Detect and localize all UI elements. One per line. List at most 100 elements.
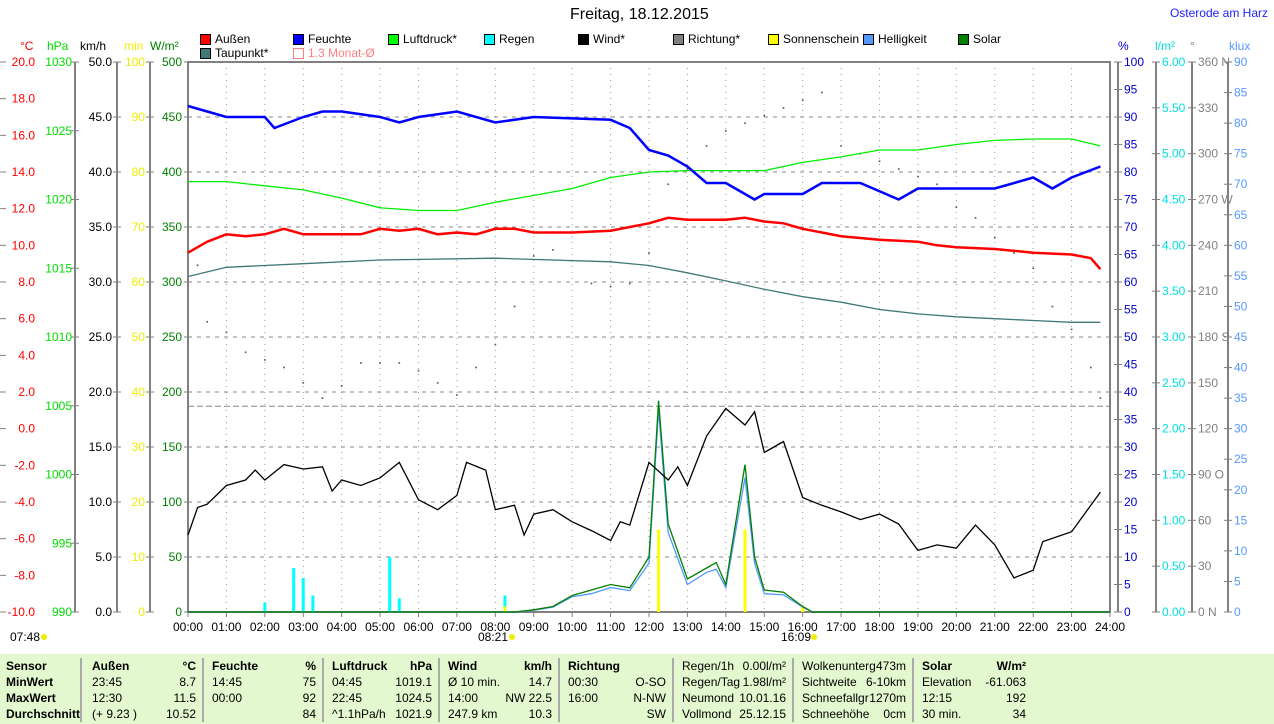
sun-icon	[509, 634, 515, 640]
wind-line	[187, 407, 1101, 579]
legend-item: Außen	[200, 32, 250, 46]
axis-unit-label: klux	[1229, 39, 1250, 53]
direction-point	[936, 183, 939, 186]
axis-tick-label: 18.0	[12, 92, 36, 106]
direction-point	[302, 381, 305, 384]
axis-tick-label: 1000	[45, 468, 72, 482]
axis-tick-label: 360 N	[1198, 55, 1230, 69]
axis-tick-label: 40	[1124, 385, 1138, 399]
axis-tick-label: 250	[162, 330, 182, 344]
legend-item: Taupunkt*	[200, 46, 268, 60]
direction-point	[724, 129, 727, 132]
axis-tick-label: 5.0	[95, 550, 112, 564]
axis-tick-label: 55	[1234, 269, 1248, 283]
legend-swatch	[293, 33, 304, 45]
direction-point	[705, 145, 708, 148]
legend-label: Außen	[215, 32, 251, 46]
axis-tick-label: 1010	[45, 330, 72, 344]
axis-tick-label: 1015	[45, 261, 72, 275]
axis-tick-label: 80	[1124, 165, 1138, 179]
axis-unit-label: hPa	[47, 39, 69, 53]
cell-value: 14.7	[528, 675, 552, 689]
x-tick-label: 18:00	[864, 620, 894, 634]
table-row: Wolkenunterg 473m	[796, 658, 912, 674]
sonnenschein-bar	[801, 606, 805, 612]
x-tick-label: 10:00	[557, 620, 587, 634]
axis-tick-label: 25	[1124, 468, 1138, 482]
table-row: 247.9 km 10.3	[442, 706, 558, 722]
x-tick-label: 06:00	[403, 620, 433, 634]
axis-tick-label: 25	[1234, 452, 1248, 466]
feuchte-line	[187, 104, 1101, 201]
axis-tick-label: 3.50	[1162, 284, 1186, 298]
axis-tick-label: 80	[132, 165, 146, 179]
cell-label: Neumond	[682, 691, 735, 705]
axis-tick-label: 85	[1234, 86, 1248, 100]
x-tick-label: 03:00	[288, 620, 318, 634]
cell-label: 247.9 km	[448, 707, 498, 721]
axis-tick-label: 20.0	[12, 55, 36, 69]
sun-icon	[41, 634, 47, 640]
direction-point	[532, 255, 535, 258]
x-tick-label: 08:00	[480, 620, 510, 634]
legend-swatch	[578, 33, 589, 45]
direction-point	[609, 285, 612, 288]
cell-label: 14:45	[212, 675, 243, 689]
axis-tick-label: 14.0	[12, 165, 36, 179]
axis-tick-label: 45	[1124, 358, 1138, 372]
axis-tick-label: 20	[132, 495, 146, 509]
cell-label: 14:00	[448, 691, 479, 705]
axis-tick-label: 90 O	[1198, 468, 1224, 482]
x-tick-label: 23:00	[1057, 620, 1087, 634]
axis-tick-label: 990	[52, 605, 72, 619]
helligkeit-line	[188, 410, 1110, 613]
sun-end-label: 16:09	[781, 630, 811, 644]
cell-label: 00:00	[212, 691, 243, 705]
row-label: Durchschnitt	[6, 707, 81, 721]
table-row: Schneehöhe 0cm	[796, 706, 912, 722]
cell-label: Elevation	[922, 675, 972, 689]
axis-tick-label: 300	[1198, 147, 1218, 161]
axis-tick-label: 2.0	[18, 385, 35, 399]
direction-point	[1070, 328, 1073, 331]
direction-point	[379, 361, 382, 364]
axis-tick-label: 150	[1198, 376, 1218, 390]
direction-point	[475, 366, 478, 369]
axis-tick-label: 0.0	[95, 605, 112, 619]
cell-value: 1024.5	[395, 691, 432, 705]
axis-tick-label: 50	[1234, 299, 1248, 313]
regen-bar	[263, 602, 267, 612]
legend-swatch	[388, 33, 399, 45]
table-row: 00:00 92	[206, 690, 322, 706]
col-unit: W/m²	[996, 659, 1026, 673]
axis-tick-label: 45	[1234, 330, 1248, 344]
axis-tick-label: 0	[1234, 605, 1241, 619]
legend-swatch	[293, 47, 304, 59]
axis-tick-label: 400	[162, 165, 182, 179]
axis-unit-label: min	[124, 39, 143, 53]
legend-label: Taupunkt*	[215, 46, 269, 60]
axis-tick-label: 45.0	[89, 110, 113, 124]
col-wolken: Wolkenunterg 473m Sichtweite 6-10km Schneefa…	[796, 658, 914, 722]
axis-tick-label: 50.0	[89, 55, 113, 69]
axis-tick-label: 40	[1234, 361, 1248, 375]
cell-label: 23:45	[92, 675, 123, 689]
axis-tick-label: 60	[132, 275, 146, 289]
cell-label: 12:15	[922, 691, 953, 705]
axis-tick-label: 0.00	[1162, 605, 1186, 619]
direction-point	[321, 397, 324, 400]
axis-tick-label: -6.0	[14, 532, 35, 546]
axis-tick-label: 4.50	[1162, 193, 1186, 207]
axis-tick-label: 3.00	[1162, 330, 1186, 344]
axis-tick-label: 75	[1124, 193, 1138, 207]
axis-tick-label: 0	[138, 605, 145, 619]
cell-value: NW 22.5	[505, 691, 552, 705]
axis-tick-label: 25.0	[89, 330, 113, 344]
axis-tick-label: 55	[1124, 303, 1138, 317]
axis-tick-label: 0	[1124, 605, 1131, 619]
cell-value: 8.7	[179, 675, 196, 689]
axis-tick-label: 0.50	[1162, 559, 1186, 573]
legend-swatch	[673, 33, 684, 45]
cell-label: Sichtweite	[802, 675, 857, 689]
direction-point	[417, 369, 420, 372]
